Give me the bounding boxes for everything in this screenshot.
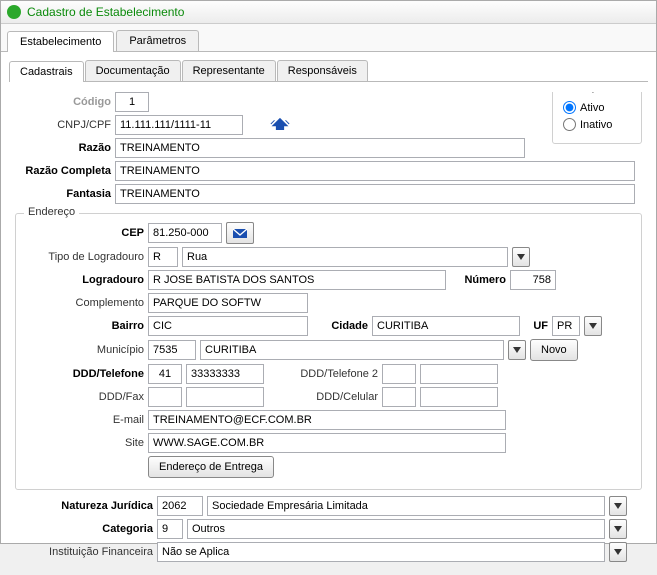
sub-tabs: Cadastrais Documentação Representante Re… <box>9 60 648 82</box>
tab-responsaveis[interactable]: Responsáveis <box>277 60 368 81</box>
natureza-label: Natureza Jurídica <box>15 500 153 512</box>
uf-label: UF <box>524 320 548 332</box>
ddd-telefone-label: DDD/Telefone <box>24 368 144 380</box>
ddd-telefone2-label: DDD/Telefone 2 <box>268 368 378 380</box>
complemento-input[interactable] <box>148 293 308 313</box>
bairro-label: Bairro <box>24 320 144 332</box>
cidade-label: Cidade <box>312 320 368 332</box>
tipo-log-code-input[interactable] <box>148 247 178 267</box>
tipo-log-dropdown[interactable] <box>512 247 530 267</box>
dddcel-input[interactable] <box>382 387 416 407</box>
radio-inativo[interactable] <box>563 118 576 131</box>
fantasia-input[interactable] <box>115 184 635 204</box>
numero-label: Número <box>450 274 506 286</box>
radio-ativo[interactable] <box>563 101 576 114</box>
cidade-input[interactable] <box>372 316 520 336</box>
tab-estabelecimento[interactable]: Estabelecimento <box>7 31 114 52</box>
situacao-legend: Situação <box>561 92 612 93</box>
municipio-desc-input[interactable] <box>200 340 504 360</box>
complemento-label: Complemento <box>24 297 144 309</box>
numero-input[interactable] <box>510 270 556 290</box>
uf-dropdown[interactable] <box>584 316 602 336</box>
email-label: E-mail <box>24 414 144 426</box>
cnpj-input[interactable] <box>115 115 243 135</box>
novo-municipio-button[interactable]: Novo <box>530 339 578 361</box>
tab-representante[interactable]: Representante <box>182 60 276 81</box>
cep-lookup-button[interactable] <box>226 222 254 244</box>
municipio-code-input[interactable] <box>148 340 196 360</box>
instituicao-label: Instituição Financeira <box>15 546 153 558</box>
radio-inativo-label: Inativo <box>580 119 612 131</box>
codigo-input[interactable] <box>115 92 149 112</box>
tipo-logradouro-label: Tipo de Logradouro <box>24 251 144 263</box>
tab-documentacao[interactable]: Documentação <box>85 60 181 81</box>
razao-input[interactable] <box>115 138 525 158</box>
email-input[interactable] <box>148 410 506 430</box>
tel2-input[interactable] <box>420 364 498 384</box>
endereco-group: Endereço CEP Tipo de Logradouro Logradou… <box>15 213 642 490</box>
tab-parametros[interactable]: Parâmetros <box>116 30 199 51</box>
cnpj-label: CNPJ/CPF <box>15 119 111 131</box>
window-title: Cadastro de Estabelecimento <box>27 5 184 19</box>
categoria-desc-input[interactable] <box>187 519 605 539</box>
logradouro-label: Logradouro <box>24 274 144 286</box>
endereco-legend: Endereço <box>24 206 79 218</box>
radio-ativo-label: Ativo <box>580 102 604 114</box>
categoria-dropdown[interactable] <box>609 519 627 539</box>
categoria-label: Categoria <box>15 523 153 535</box>
cep-input[interactable] <box>148 223 222 243</box>
uf-input[interactable] <box>552 316 580 336</box>
site-input[interactable] <box>148 433 506 453</box>
endereco-entrega-button[interactable]: Endereço de Entrega <box>148 456 274 478</box>
razao-completa-input[interactable] <box>115 161 635 181</box>
categoria-code-input[interactable] <box>157 519 183 539</box>
ddd-celular-label: DDD/Celular <box>268 391 378 403</box>
logradouro-input[interactable] <box>148 270 446 290</box>
main-window: Cadastro de Estabelecimento Estabelecime… <box>0 0 657 544</box>
instituicao-dropdown[interactable] <box>609 542 627 562</box>
tab-cadastrais[interactable]: Cadastrais <box>9 61 84 82</box>
codigo-label: Código <box>15 96 111 108</box>
ddd1-input[interactable] <box>148 364 182 384</box>
bairro-input[interactable] <box>148 316 308 336</box>
natureza-dropdown[interactable] <box>609 496 627 516</box>
instituicao-input[interactable] <box>157 542 605 562</box>
app-icon <box>7 5 21 19</box>
municipio-dropdown[interactable] <box>508 340 526 360</box>
situacao-group: Situação Ativo Inativo <box>552 92 642 144</box>
cep-label: CEP <box>24 227 144 239</box>
fax-input[interactable] <box>186 387 264 407</box>
site-label: Site <box>24 437 144 449</box>
dddfax-input[interactable] <box>148 387 182 407</box>
receita-federal-icon[interactable] <box>269 116 291 135</box>
form-content: Situação Ativo Inativo Código CNPJ/CPF <box>1 82 656 575</box>
municipio-label: Município <box>24 344 144 356</box>
titlebar: Cadastro de Estabelecimento <box>1 1 656 24</box>
razao-completa-label: Razão Completa <box>15 165 111 177</box>
tipo-log-desc-input[interactable] <box>182 247 508 267</box>
ddd-fax-label: DDD/Fax <box>24 391 144 403</box>
tel1-input[interactable] <box>186 364 264 384</box>
natureza-desc-input[interactable] <box>207 496 605 516</box>
razao-label: Razão <box>15 142 111 154</box>
ddd2-input[interactable] <box>382 364 416 384</box>
cel-input[interactable] <box>420 387 498 407</box>
main-tabs: Estabelecimento Parâmetros <box>1 24 656 52</box>
fantasia-label: Fantasia <box>15 188 111 200</box>
natureza-code-input[interactable] <box>157 496 203 516</box>
